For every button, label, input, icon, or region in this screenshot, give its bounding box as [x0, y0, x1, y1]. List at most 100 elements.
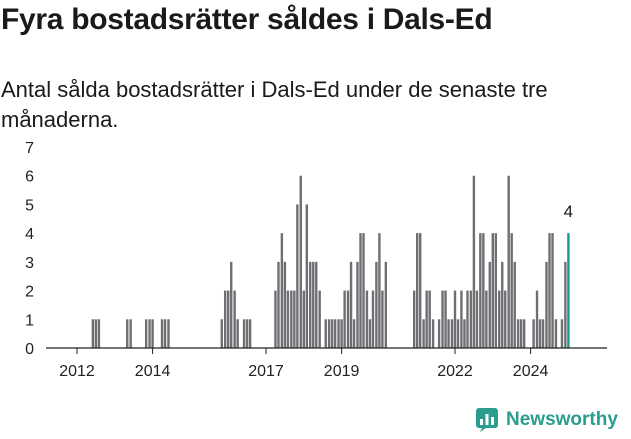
- bar: [419, 233, 422, 348]
- bar: [315, 261, 318, 348]
- bars: [91, 175, 570, 348]
- bar: [412, 290, 416, 348]
- bar: [274, 290, 277, 348]
- bar: [163, 319, 167, 348]
- bar: [504, 290, 507, 348]
- bar: [422, 319, 425, 348]
- chart-subtitle: Antal sålda bostadsrätter i Dals-Ed unde…: [1, 77, 548, 132]
- bar: [129, 319, 132, 348]
- bar: [375, 261, 378, 348]
- x-tick-label: 2014: [135, 363, 171, 380]
- bar: [548, 233, 551, 348]
- bar: [91, 319, 95, 348]
- bar: [280, 233, 284, 348]
- y-tick-label: 0: [25, 341, 34, 358]
- bar: [378, 233, 381, 348]
- bar: [236, 319, 239, 348]
- x-axis-ticks: 2012 2014 2017 2019 2022 2024: [59, 348, 548, 380]
- bar: [126, 319, 129, 348]
- bar: [425, 290, 428, 348]
- bar: [460, 290, 463, 348]
- bar: [472, 175, 476, 348]
- bar: [362, 233, 365, 348]
- bar: [299, 175, 302, 348]
- y-tick-label: 7: [25, 140, 34, 157]
- bar: [501, 261, 504, 348]
- bar: [463, 319, 466, 348]
- bar: [144, 319, 148, 348]
- bar: [507, 175, 510, 348]
- bar: [498, 290, 501, 348]
- bar: [94, 319, 98, 348]
- bar: [447, 319, 450, 348]
- bar: [545, 261, 548, 348]
- bar: [371, 290, 375, 348]
- bar: [381, 290, 384, 348]
- bar: [541, 319, 545, 348]
- bar: [428, 290, 431, 348]
- bar: [554, 319, 558, 348]
- bar: [312, 261, 315, 348]
- bar: [416, 233, 419, 348]
- bar: [551, 233, 554, 348]
- bar: [349, 261, 353, 348]
- x-tick-label: 2017: [248, 363, 284, 380]
- bar: [330, 319, 334, 348]
- bar: [309, 261, 312, 348]
- bar: [343, 290, 346, 348]
- bar: [337, 319, 340, 348]
- bar: [513, 261, 516, 348]
- bar: [519, 319, 523, 348]
- bar: [302, 290, 305, 348]
- y-tick-label: 4: [25, 226, 34, 243]
- bar: [450, 319, 454, 348]
- x-tick-label: 2024: [513, 363, 549, 380]
- bar: [248, 319, 252, 348]
- bar: [384, 261, 388, 348]
- bar: [296, 204, 299, 348]
- bar: [431, 319, 435, 348]
- y-tick-label: 6: [25, 169, 34, 186]
- bar: [368, 319, 372, 348]
- bar: [352, 319, 356, 348]
- bar: [516, 319, 520, 348]
- bar: [441, 290, 444, 348]
- bar: [535, 290, 539, 348]
- brand-name: Newsworthy: [506, 409, 618, 430]
- bar: [333, 319, 337, 348]
- bar: [444, 290, 447, 348]
- bar: [151, 319, 154, 348]
- bar: [148, 319, 151, 348]
- bar: [346, 290, 350, 348]
- bar: [283, 261, 287, 348]
- bar: [488, 261, 491, 348]
- bar: [466, 290, 469, 348]
- bar: [160, 319, 164, 348]
- bar-chart-icon: [476, 408, 498, 432]
- bar: [359, 233, 362, 348]
- x-tick-label: 2022: [437, 363, 473, 380]
- y-axis-ticks: 0 1 2 3 4 5 6 7: [25, 140, 34, 358]
- chart-title: Fyra bostadsrätter såldes i Dals-Ed: [1, 3, 493, 36]
- bar: [479, 233, 482, 348]
- bar: [510, 233, 513, 348]
- highlight-value-label: 4: [564, 202, 573, 221]
- newsworthy-logo: Newsworthy: [476, 408, 618, 432]
- bar: [318, 290, 321, 348]
- bar: [245, 319, 249, 348]
- bar: [522, 319, 526, 348]
- bar: [286, 290, 290, 348]
- bar: [437, 319, 441, 348]
- x-tick-label: 2012: [59, 363, 95, 380]
- bar: [324, 319, 327, 348]
- bar: [560, 319, 564, 348]
- y-tick-label: 3: [25, 255, 34, 272]
- bar: [491, 233, 494, 348]
- bar: [532, 319, 535, 348]
- highlight-bar: [567, 233, 570, 348]
- y-tick-label: 5: [25, 197, 34, 214]
- bar: [494, 233, 498, 348]
- bar: [290, 290, 293, 348]
- bar: [233, 290, 236, 348]
